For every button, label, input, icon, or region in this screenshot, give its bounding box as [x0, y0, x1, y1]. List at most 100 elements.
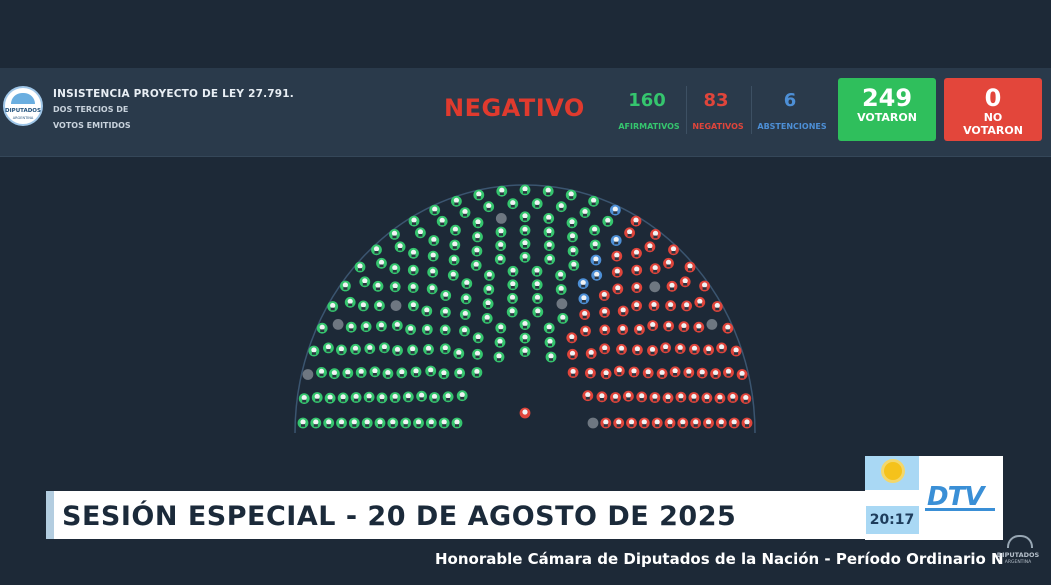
seat-negativo — [649, 392, 661, 403]
seat-afirmativo — [348, 417, 360, 429]
seat-afirmativo — [544, 253, 556, 265]
majority-line-1: DOS TERCIOS DE — [53, 105, 129, 114]
seat-afirmativo — [374, 300, 385, 312]
channel-logo: DTV — [919, 456, 1003, 540]
seat-negativo — [714, 392, 726, 404]
seat-negativo — [663, 320, 674, 332]
seat-negativo — [666, 280, 678, 292]
seat-afirmativo — [408, 247, 419, 259]
seat-negativo — [626, 417, 637, 429]
seat-negativo — [631, 264, 643, 276]
seat-afirmativo — [447, 269, 459, 281]
seat-negativo — [683, 367, 695, 378]
seat-ausente — [332, 319, 344, 330]
seat-afirmativo — [496, 185, 508, 197]
seat-afirmativo — [425, 365, 437, 377]
seat-afirmativo — [566, 217, 578, 229]
seat-afirmativo — [568, 260, 580, 271]
seat-afirmativo — [436, 215, 448, 227]
afirmativos-label: AFIRMATIVOS — [618, 122, 680, 131]
seat-afirmativo — [408, 300, 419, 312]
seat-afirmativo — [415, 227, 426, 239]
seat-afirmativo — [555, 201, 567, 213]
seat-negativo — [624, 227, 635, 239]
seat-afirmativo — [565, 189, 577, 201]
votaron-box: 249 VOTARON — [838, 78, 936, 141]
seat-negativo — [585, 348, 597, 359]
seat-negativo — [613, 365, 625, 377]
seat-afirmativo — [345, 321, 357, 333]
seat-afirmativo — [363, 391, 375, 403]
seat-afirmativo — [543, 213, 555, 224]
seat-afirmativo — [545, 351, 557, 363]
seat-negativo — [668, 244, 679, 256]
seat-afirmativo — [355, 367, 367, 378]
seat-afirmativo — [459, 207, 471, 218]
divider — [751, 86, 752, 134]
seat-afirmativo — [316, 322, 328, 334]
seat-negativo — [741, 417, 753, 429]
seat-negativo — [701, 392, 713, 404]
seat-negativo — [722, 322, 734, 334]
seat-afirmativo — [438, 368, 450, 380]
seat-afirmativo — [413, 417, 424, 429]
seat-afirmativo — [531, 279, 543, 291]
seat-negativo — [599, 324, 611, 336]
logo-arch-icon — [11, 93, 35, 104]
seat-negativo — [638, 417, 650, 429]
seat-afirmativo — [323, 342, 334, 354]
channel-underline — [925, 508, 995, 511]
seat-negativo — [567, 367, 579, 378]
seat-abstencion — [590, 254, 602, 266]
seat-afirmativo — [602, 215, 614, 227]
no-votaron-box: 0 NO VOTARON — [944, 78, 1042, 141]
seat-afirmativo — [532, 293, 543, 304]
seat-afirmativo — [350, 392, 362, 403]
seat-negativo — [636, 391, 648, 403]
seat-negativo — [663, 257, 674, 269]
argentina-flag-clock: 20:17 — [865, 456, 919, 540]
seat-negativo — [631, 247, 642, 259]
seat-afirmativo — [360, 321, 372, 333]
seat-afirmativo — [472, 231, 483, 243]
seat-negativo — [598, 290, 610, 301]
seat-afirmativo — [519, 346, 531, 357]
seat-negativo — [612, 283, 624, 295]
seat-negativo — [740, 393, 752, 404]
seat-negativo — [599, 306, 610, 318]
logo-text: DIPUTADOS — [5, 108, 41, 114]
seat-negativo — [656, 368, 668, 379]
seat-negativo — [611, 266, 623, 278]
seat-negativo — [678, 321, 690, 333]
seat-afirmativo — [407, 344, 418, 356]
seat-afirmativo — [389, 229, 400, 240]
seat-afirmativo — [481, 313, 493, 324]
seat-afirmativo — [472, 348, 483, 360]
seat-afirmativo — [506, 306, 518, 318]
seat-negativo — [647, 345, 658, 356]
seat-afirmativo — [495, 240, 507, 251]
seat-afirmativo — [543, 240, 555, 251]
abstenciones-label: ABSTENCIONES — [757, 122, 827, 131]
seat-afirmativo — [369, 366, 381, 378]
seat-negativo — [715, 417, 727, 429]
seat-afirmativo — [394, 241, 406, 253]
seat-afirmativo — [495, 322, 507, 334]
seat-afirmativo — [531, 198, 543, 210]
seat-afirmativo — [483, 284, 495, 295]
seat-afirmativo — [579, 207, 591, 218]
seat-negativo — [596, 391, 608, 403]
seat-negativo — [585, 367, 596, 379]
seat-negativo — [710, 368, 721, 380]
seat-afirmativo — [342, 367, 354, 379]
seat-afirmativo — [459, 325, 470, 337]
seat-afirmativo — [400, 417, 412, 429]
seat-negativo — [730, 345, 742, 357]
seat-negativo — [703, 344, 714, 356]
seat-negativo — [674, 343, 686, 354]
seat-afirmativo — [407, 282, 419, 293]
seat-negativo — [579, 309, 591, 320]
seat-negativo — [647, 320, 659, 331]
seat-afirmativo — [507, 279, 519, 291]
seat-afirmativo — [543, 226, 555, 238]
